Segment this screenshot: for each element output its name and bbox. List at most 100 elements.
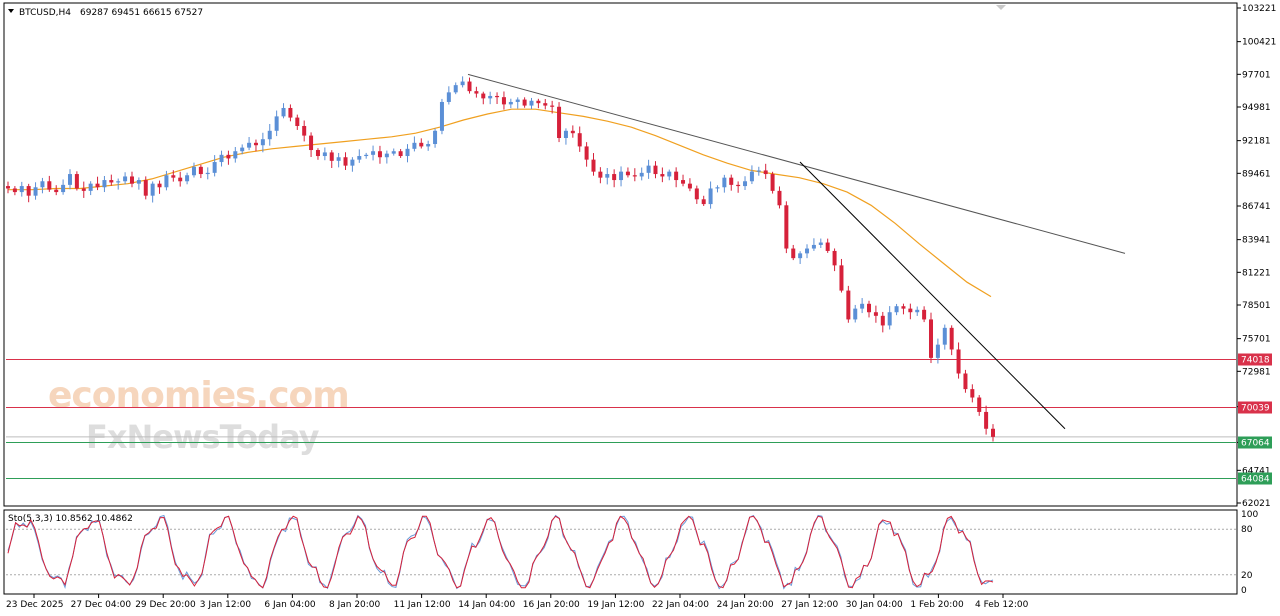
candle-body [860, 303, 865, 309]
candle-body [798, 253, 803, 259]
candle-body [481, 93, 486, 99]
candle-body [47, 181, 52, 190]
candle-body [612, 174, 617, 181]
candle-body [646, 165, 651, 173]
candle-body [543, 103, 548, 106]
candle-body [102, 180, 107, 188]
candle-body [260, 139, 265, 146]
candle-body [956, 349, 961, 374]
candle-body [95, 183, 100, 188]
candle-body [33, 187, 38, 196]
candle-body [929, 319, 934, 358]
candle-body [674, 171, 679, 181]
candle-body [632, 175, 637, 177]
candle-body [584, 146, 589, 160]
moving-average-line [8, 108, 992, 298]
candle-body [371, 151, 376, 155]
candle-body [309, 135, 314, 151]
candle-body [715, 187, 720, 189]
candle-body [343, 157, 348, 166]
candle-body [26, 186, 31, 196]
trendline-upper [467, 73, 1126, 254]
candle-body [508, 101, 513, 105]
time-tick-label: 27 Jan 12:00 [781, 600, 838, 610]
candle-body [136, 180, 141, 184]
level-price-tag [1238, 472, 1272, 485]
candle-body [474, 91, 479, 94]
scroll-marker-icon[interactable] [996, 5, 1006, 10]
candle-body [825, 242, 830, 251]
candle-body [529, 100, 534, 106]
candle-body [433, 130, 438, 145]
oscillator-axis-label: 80 [1241, 525, 1253, 535]
candle-body [198, 166, 203, 175]
candle-body [501, 97, 506, 105]
candle-body [150, 183, 155, 196]
candle-body [88, 183, 93, 191]
price-tick-label: 62021 [1242, 499, 1271, 509]
candle-body [563, 130, 568, 139]
candle-body [805, 248, 810, 254]
candle-body [694, 188, 699, 200]
candle-body [570, 130, 575, 134]
candle-body [253, 142, 258, 146]
price-tick-label: 100421 [1242, 38, 1276, 48]
level-price-tag-label: 64084 [1241, 475, 1270, 485]
candle-body [970, 389, 975, 398]
candle-body [749, 171, 754, 182]
trendlines [467, 73, 1126, 430]
candle-body [687, 183, 692, 189]
oscillator-panel-frame [3, 509, 1238, 595]
price-tick-label: 94981 [1242, 103, 1271, 113]
time-tick-label: 4 Feb 12:00 [975, 600, 1029, 610]
candle-body [405, 148, 410, 157]
candle-body [557, 106, 562, 139]
candle-body [832, 250, 837, 266]
candle-body [19, 186, 24, 193]
candle-body [743, 181, 748, 187]
candle-body [619, 171, 624, 181]
watermark-brand-top: economies.com [48, 375, 349, 416]
price-tick-label: 83941 [1242, 236, 1271, 246]
candle-body [591, 159, 596, 172]
oscillator-axis-label: 100 [1241, 510, 1258, 520]
candle-body [357, 156, 362, 160]
time-tick-label: 16 Jan 20:00 [523, 600, 580, 610]
candle-body [205, 172, 210, 175]
level-price-tag-label: 67064 [1241, 439, 1270, 449]
candle-body [722, 177, 727, 188]
candle-body [322, 152, 327, 157]
time-tick-label: 22 Jan 04:00 [652, 600, 709, 610]
candle-body [233, 151, 238, 159]
candle-body [315, 150, 320, 157]
price-tick-label: 86741 [1242, 202, 1271, 212]
price-tick-label: 89461 [1242, 169, 1271, 179]
level-price-tag-label: 74018 [1241, 356, 1270, 366]
candle-body [791, 248, 796, 259]
candle-body [178, 177, 183, 182]
candle-body [729, 177, 734, 185]
candle-body [12, 188, 17, 193]
candle-body [977, 397, 982, 412]
price-axis: 103221 100421 97701 94981 92181 89461 86741 839… [1237, 4, 1276, 509]
candle-body [302, 125, 307, 136]
price-tick-label: 97701 [1242, 70, 1271, 80]
candle-body [756, 170, 761, 172]
candle-body [598, 171, 603, 178]
time-tick-label: 8 Jan 20:00 [329, 600, 381, 610]
candle-body [453, 85, 458, 93]
candle-body [839, 265, 844, 291]
candle-body [777, 190, 782, 206]
candle-body [191, 166, 196, 176]
ohlc-readout: 69287 69451 66615 67527 [80, 8, 203, 18]
oscillator-axis-label: 20 [1241, 571, 1253, 581]
oscillator-axis-label: 0 [1241, 586, 1247, 596]
candles [6, 76, 995, 442]
collapse-arrow-icon[interactable] [8, 9, 14, 13]
candle-body [536, 100, 541, 104]
candle-body [412, 142, 417, 149]
candle-body [908, 308, 913, 313]
time-tick-label: 30 Jan 04:00 [846, 600, 903, 610]
symbol-label: BTCUSD,H4 [19, 8, 71, 18]
